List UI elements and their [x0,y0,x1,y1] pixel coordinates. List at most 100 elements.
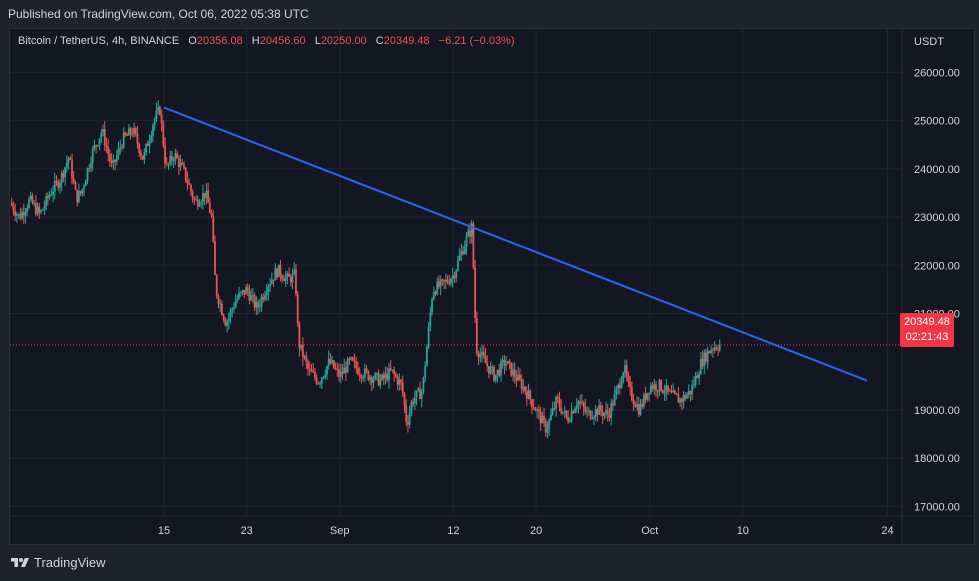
candle-body [677,394,680,403]
candle-body [391,369,394,371]
candle-body [613,393,616,406]
candle-body [288,273,290,277]
candle-body [245,287,247,295]
candle-body [310,369,313,372]
candle-body [10,202,13,206]
price-tick-label: 18000.00 [914,453,960,465]
candle-body [703,352,706,367]
candle-body [107,146,110,154]
candle-body [410,401,413,413]
candle-body [458,255,461,261]
candle-body [53,180,56,192]
published-header: Published on TradingView.com, Oct 06, 20… [0,0,979,28]
candle-body [220,303,223,315]
candle-body [115,155,118,162]
candle-body [632,399,635,404]
candle-body [470,223,473,237]
candle-body [283,279,285,281]
candle-body [236,298,239,302]
candle-body [124,132,127,136]
candle-body [91,148,94,164]
candle-body [687,390,690,395]
candle-body [427,326,430,347]
candle-body [181,162,184,165]
candle-body [12,205,15,212]
candle-body [696,375,699,379]
candle-body [172,160,175,162]
candle-body [527,390,530,399]
candle-countdown: 02:21:43 [905,331,949,343]
candle-body [96,145,99,147]
candle-body [314,371,316,378]
candle-body [114,159,116,162]
tradingview-logo-icon[interactable] [10,556,30,570]
candle-body [517,374,520,381]
candle-body [601,411,604,416]
candle-body [351,357,354,361]
candle-body [496,369,499,375]
candle-body [598,404,601,415]
candle-body [65,162,68,168]
candle-body [610,403,613,418]
candle-body [603,413,606,416]
candle-body [522,386,525,390]
candle-body [443,279,446,282]
candle-body [415,390,418,399]
candle-body [336,368,339,370]
candle-body [45,195,48,207]
candle-body [510,362,513,376]
candle-body [296,293,299,324]
last-price-value: 20349.48 [904,316,950,328]
candle-body [408,412,411,425]
candle-body [88,168,91,170]
candle-body [102,129,104,133]
candle-body [315,377,318,384]
candle-body [298,323,301,349]
candle-body [636,404,638,408]
candle-body [503,359,506,366]
candle-body [153,118,156,126]
candle-body [86,168,89,181]
candle-body [567,417,570,422]
candle-body [22,211,25,216]
candle-body [224,319,227,326]
candle-body [393,369,396,375]
candle-body [140,152,142,156]
last-price-badge: 20349.48 02:21:43 [900,313,954,347]
high-label: H [251,35,260,47]
candle-body [251,295,254,297]
candle-body [305,356,308,363]
candle-body [150,135,153,141]
candle-body [403,393,406,406]
candle-body [448,282,451,284]
brand-name[interactable]: TradingView [34,555,106,570]
candle-body [586,411,588,413]
candle-body [167,163,170,165]
candle-body [455,270,458,279]
price-tick-label: 17000.00 [914,501,960,513]
candle-body [264,295,266,300]
candle-body [622,372,625,382]
candle-body [684,395,687,399]
candle-body [62,172,65,178]
candle-body [95,145,98,147]
candle-body [164,145,166,164]
candle-body [417,388,420,391]
candle-body [295,269,297,294]
candle-body [195,199,197,201]
chart-panel[interactable]: USDT 26000.00 25000.00 24000.00 23000.00 2200… [9,28,975,545]
candlestick-chart[interactable]: USDT 26000.00 25000.00 24000.00 23000.00 2200… [10,29,974,544]
candle-body [357,367,359,375]
candle-body [131,133,134,135]
candle-body [274,268,277,281]
candle-body [343,367,346,374]
candle-body [544,420,547,433]
candle-body [441,279,444,281]
candle-body [587,410,590,412]
published-text: Published on TradingView.com, Oct 06, 20… [8,7,309,21]
candle-body [370,377,373,383]
candle-body [238,292,241,299]
candle-body [420,391,423,399]
time-tick-label: 10 [737,525,749,537]
candle-body [413,398,416,404]
